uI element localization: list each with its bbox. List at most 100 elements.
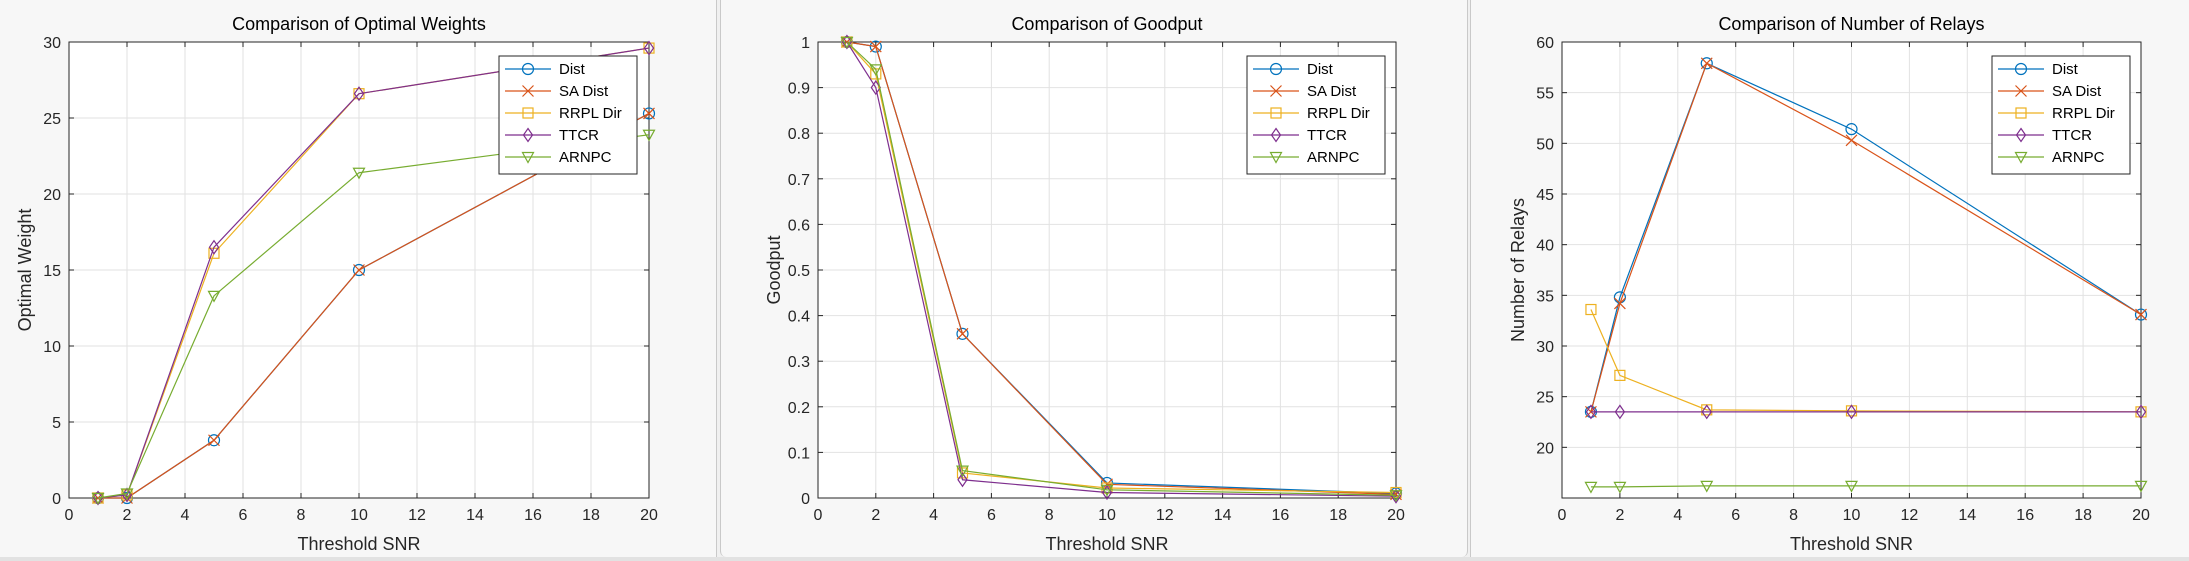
data-point xyxy=(352,263,366,277)
x-tick-label: 20 xyxy=(640,507,658,524)
x-tick-label: 10 xyxy=(1843,507,1861,524)
legend-marker xyxy=(522,107,534,119)
data-point xyxy=(353,86,365,102)
x-axis-label: Threshold SNR xyxy=(297,534,420,554)
x-tick-label: 12 xyxy=(408,507,426,524)
chart-comparison-of-goodput: 0 2 4 6 8 10 12 14 16 18 20 0 0.1 0.2 0.3 0.4 0.5 0.6 0.7 0… xyxy=(764,14,1405,554)
x-tick-label: 0 xyxy=(1558,507,1567,524)
data-point xyxy=(1700,480,1714,493)
y-tick-label: 15 xyxy=(43,263,61,280)
y-tick-label: 0.9 xyxy=(788,81,810,98)
legend-entry: SA Dist xyxy=(1998,83,2102,100)
legend-entry: Dist xyxy=(505,61,586,78)
y-tick-label: 0 xyxy=(801,491,810,508)
series-line xyxy=(846,41,1397,497)
x-tick-label: 6 xyxy=(1731,507,1740,524)
y-tick-label: 45 xyxy=(1536,187,1554,204)
legend-marker xyxy=(2014,62,2028,76)
data-point xyxy=(352,167,366,180)
legend-label: TTCR xyxy=(1307,127,1347,144)
x-tick-label: 16 xyxy=(524,507,542,524)
data-point xyxy=(1584,481,1598,494)
legend-label: TTCR xyxy=(2052,127,2092,144)
x-tick-label: 14 xyxy=(466,507,484,524)
legend-label: Dist xyxy=(559,61,586,78)
series-arnpc xyxy=(1584,480,2148,494)
data-point xyxy=(869,64,883,77)
legend-marker xyxy=(521,62,535,76)
legend-entry: ARNPC xyxy=(1253,149,1360,166)
y-tick-label: 60 xyxy=(1536,35,1554,52)
data-point xyxy=(353,264,365,276)
legend-label: Dist xyxy=(2052,61,2079,78)
data-point xyxy=(1845,123,1858,136)
series-arnpc xyxy=(91,129,656,505)
data-point xyxy=(869,40,882,53)
y-tick-label: 0.1 xyxy=(788,445,810,462)
x-tick-label: 12 xyxy=(1901,507,1919,524)
x-tick-label: 6 xyxy=(987,507,996,524)
series-line xyxy=(97,47,650,499)
y-tick-label: 1 xyxy=(801,35,810,52)
legend-marker xyxy=(2015,85,2027,97)
x-tick-label: 2 xyxy=(1615,507,1624,524)
x-tick-label: 10 xyxy=(1098,507,1116,524)
series-sa-dist xyxy=(1585,57,2147,418)
legend: Dist SA Dist RRPL Dir TTCR ARNPC xyxy=(1246,55,1386,175)
series-line xyxy=(1590,309,2142,413)
data-point xyxy=(91,492,105,505)
legend-box xyxy=(1991,55,2131,175)
legend-box xyxy=(498,55,638,175)
chart-title: Comparison of Optimal Weights xyxy=(232,14,486,34)
series-line xyxy=(97,134,650,499)
legend-label: SA Dist xyxy=(559,83,609,100)
x-tick-label: 18 xyxy=(1329,507,1347,524)
data-point xyxy=(2135,404,2147,420)
x-tick-label: 16 xyxy=(1272,507,1290,524)
x-tick-label: 4 xyxy=(1673,507,1682,524)
x-tick-label: 14 xyxy=(1958,507,1976,524)
y-tick-label: 25 xyxy=(43,111,61,128)
legend-box xyxy=(1246,55,1386,175)
x-tick-label: 4 xyxy=(181,507,190,524)
chart-comparison-of-number-of-relays: 0 2 4 6 8 10 12 14 16 18 20 20 25 30 35 40 45 50 55 60 Compa… xyxy=(1508,14,2150,554)
data-point xyxy=(643,107,655,120)
legend-label: TTCR xyxy=(559,127,599,144)
data-point xyxy=(1585,303,1597,316)
y-tick-label: 35 xyxy=(1536,288,1554,305)
legend-marker xyxy=(2015,107,2027,119)
x-tick-label: 10 xyxy=(350,507,368,524)
data-point xyxy=(1845,134,1858,147)
y-tick-label: 0 xyxy=(52,491,61,508)
legend-entry: RRPL Dir xyxy=(1998,105,2115,122)
data-point xyxy=(1613,481,1627,494)
legend-label: ARNPC xyxy=(2052,149,2105,166)
data-point xyxy=(1846,404,1857,420)
data-point xyxy=(1844,480,1859,493)
legend-label: RRPL Dir xyxy=(2052,105,2115,122)
legend-label: SA Dist xyxy=(1307,83,1357,100)
data-point xyxy=(840,36,854,49)
legend-entry: Dist xyxy=(1253,61,1334,78)
y-tick-label: 40 xyxy=(1536,238,1554,255)
legend-label: ARNPC xyxy=(1307,149,1360,166)
data-point xyxy=(2134,480,2148,493)
data-point xyxy=(642,129,656,142)
chart-title: Comparison of Number of Relays xyxy=(1718,14,1984,34)
data-point xyxy=(869,40,882,53)
legend-entry: Dist xyxy=(1998,61,2079,78)
data-point xyxy=(955,465,970,478)
y-tick-label: 0.6 xyxy=(788,217,810,234)
x-tick-label: 20 xyxy=(1387,507,1405,524)
legend-entry: ARNPC xyxy=(505,149,612,166)
data-point xyxy=(2134,308,2148,321)
data-point xyxy=(643,40,655,56)
legend-label: RRPL Dir xyxy=(559,105,622,122)
data-point xyxy=(1389,490,1403,503)
x-axis-label: Threshold SNR xyxy=(1045,534,1168,554)
y-tick-label: 10 xyxy=(43,339,61,356)
data-point xyxy=(956,327,969,340)
y-axis-label: Optimal Weight xyxy=(15,209,35,332)
taskbar-strip xyxy=(0,557,2189,561)
